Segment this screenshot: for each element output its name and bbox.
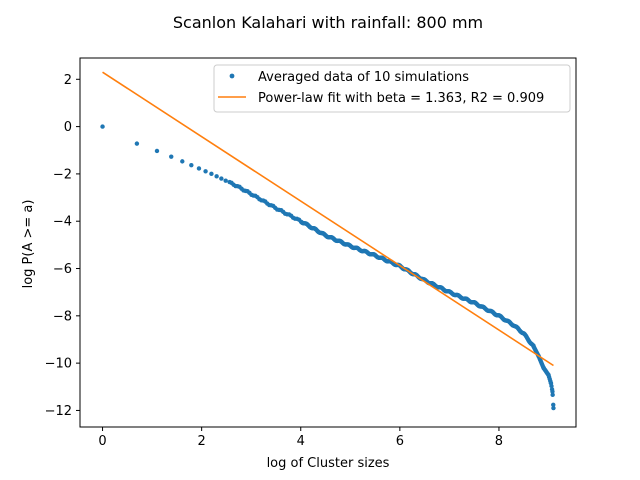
data-point — [548, 381, 554, 386]
data-point — [550, 392, 555, 398]
plot-area — [79, 57, 577, 428]
data-point — [203, 169, 208, 174]
y-tick-label: 2 — [64, 73, 72, 88]
x-tick-label: 6 — [396, 434, 404, 449]
x-tick-label: 4 — [297, 434, 305, 449]
y-tick-label: 0 — [64, 120, 72, 135]
x-tick-label: 0 — [98, 434, 106, 449]
y-tick-label: −6 — [53, 262, 72, 277]
x-tick-label: 8 — [495, 434, 503, 449]
legend-label-power-law-fit: Power-law fit with beta = 1.363, R2 = 0.… — [258, 91, 544, 106]
plot-frame — [79, 57, 577, 428]
data-point — [189, 162, 194, 168]
data-point — [550, 389, 555, 394]
y-tick-label: −12 — [45, 404, 72, 419]
data-point — [214, 174, 219, 179]
data-point — [180, 159, 185, 164]
data-point — [134, 141, 140, 146]
data-point — [223, 178, 228, 183]
x-tick-label: 2 — [198, 434, 206, 449]
data-point — [169, 154, 174, 159]
data-point — [100, 124, 105, 129]
y-axis: 2 0 −2 −4 −6 −8 −10 −12 — [45, 73, 80, 419]
data-point — [196, 166, 202, 171]
data-point — [546, 372, 551, 378]
data-point — [209, 171, 214, 177]
legend-box — [213, 64, 571, 113]
x-axis: 0 2 4 6 8 — [98, 427, 503, 449]
legend-label-averaged-data: Averaged data of 10 simulations — [258, 70, 469, 85]
y-tick-label: −10 — [45, 357, 72, 372]
y-tick-label: −8 — [53, 309, 72, 324]
data-point — [541, 365, 546, 371]
power-law-fit-line — [102, 71, 554, 367]
legend: Averaged data of 10 simulations Power-la… — [213, 64, 571, 113]
data-point — [551, 402, 556, 407]
data-point — [154, 148, 160, 154]
data-point — [551, 405, 556, 411]
chart-title: Scanlon Kalahari with rainfall: 800 mm — [173, 13, 483, 32]
y-tick-label: −2 — [53, 167, 72, 182]
y-axis-label: log P(A >= a) — [21, 200, 36, 289]
x-axis-label: log of Cluster sizes — [267, 456, 390, 471]
legend-marker-averaged-data — [229, 73, 235, 79]
y-tick-label: −4 — [53, 215, 72, 230]
data-point — [219, 176, 224, 181]
